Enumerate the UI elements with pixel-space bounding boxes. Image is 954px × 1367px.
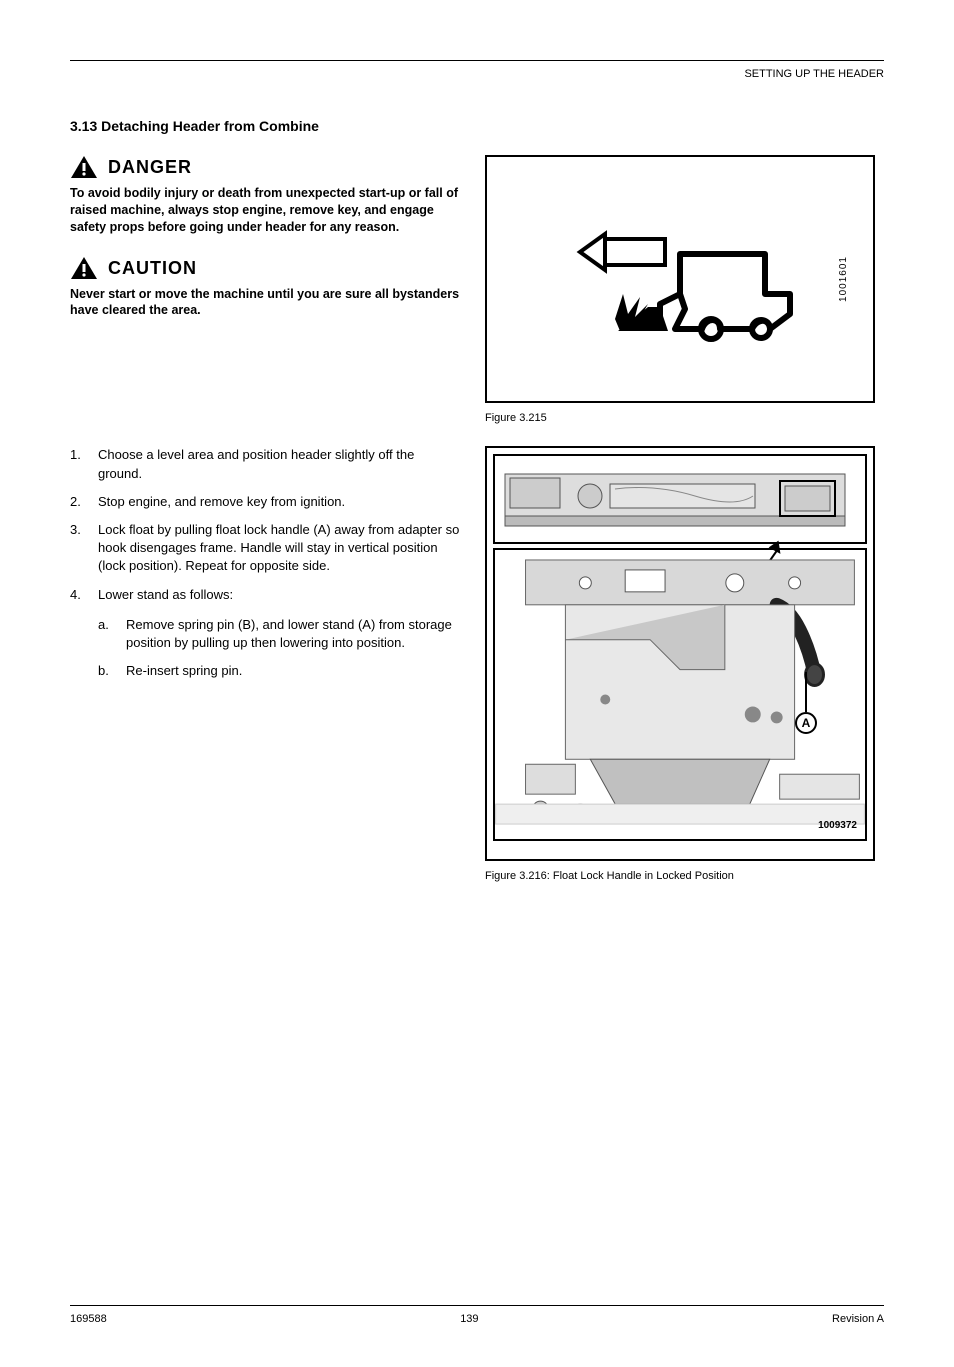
- danger-body: To avoid bodily injury or death from une…: [70, 185, 460, 236]
- step-4: 4. Lower stand as follows: a. Remove spr…: [70, 586, 460, 691]
- step-3: 3. Lock float by pulling float lock hand…: [70, 521, 460, 576]
- caution-title: CAUTION: [108, 256, 197, 280]
- step-number: 3.: [70, 521, 88, 576]
- callout-a-leader: [805, 672, 807, 712]
- section-title: 3.13 Detaching Header from Combine: [70, 117, 884, 137]
- step-text: Lower stand as follows: a. Remove spring…: [98, 586, 460, 691]
- danger-heading: DANGER: [70, 155, 460, 179]
- figure-1: 1001601: [485, 155, 875, 403]
- header-rule: [70, 60, 884, 61]
- substep-b: b. Re-insert spring pin.: [98, 662, 460, 680]
- step-4-label: Lower stand as follows:: [98, 587, 233, 602]
- footer-rule: [70, 1305, 884, 1306]
- figure-2-caption: Figure 3.216: Float Lock Handle in Locke…: [485, 869, 875, 884]
- figure-2: A 1009372: [485, 446, 875, 861]
- step-2: 2. Stop engine, and remove key from igni…: [70, 493, 460, 511]
- caution-body: Never start or move the machine until yo…: [70, 286, 460, 320]
- substep-text: Re-insert spring pin.: [126, 662, 460, 680]
- figure-2-number: 1009372: [818, 819, 857, 833]
- combine-detach-icon: [520, 199, 840, 359]
- step-number: 2.: [70, 493, 88, 511]
- warning-triangle-icon: [70, 256, 98, 280]
- substep-text: Remove spring pin (B), and lower stand (…: [126, 616, 460, 652]
- step-text: Lock float by pulling float lock handle …: [98, 521, 460, 576]
- substep-letter: b.: [98, 662, 116, 680]
- footer-left: 169588: [70, 1312, 107, 1327]
- figure-2-detail: A 1009372: [493, 548, 867, 841]
- caution-heading: CAUTION: [70, 256, 460, 280]
- substep-letter: a.: [98, 616, 116, 652]
- figure-2-overview: [493, 454, 867, 544]
- page-footer: 169588 139 Revision A: [70, 1305, 884, 1327]
- figure-1-side-label: 1001601: [837, 256, 851, 302]
- step-1: 1. Choose a level area and position head…: [70, 446, 460, 482]
- step-number: 1.: [70, 446, 88, 482]
- substep-a: a. Remove spring pin (B), and lower stan…: [98, 616, 460, 652]
- figure-1-caption: Figure 3.215: [485, 411, 875, 426]
- warning-triangle-icon: [70, 155, 98, 179]
- footer-center: 139: [460, 1312, 478, 1327]
- step-number: 4.: [70, 586, 88, 691]
- danger-title: DANGER: [108, 155, 192, 179]
- footer-right: Revision A: [832, 1312, 884, 1327]
- header-text: SETTING UP THE HEADER: [70, 67, 884, 82]
- step-text: Stop engine, and remove key from ignitio…: [98, 493, 460, 511]
- step-text: Choose a level area and position header …: [98, 446, 460, 482]
